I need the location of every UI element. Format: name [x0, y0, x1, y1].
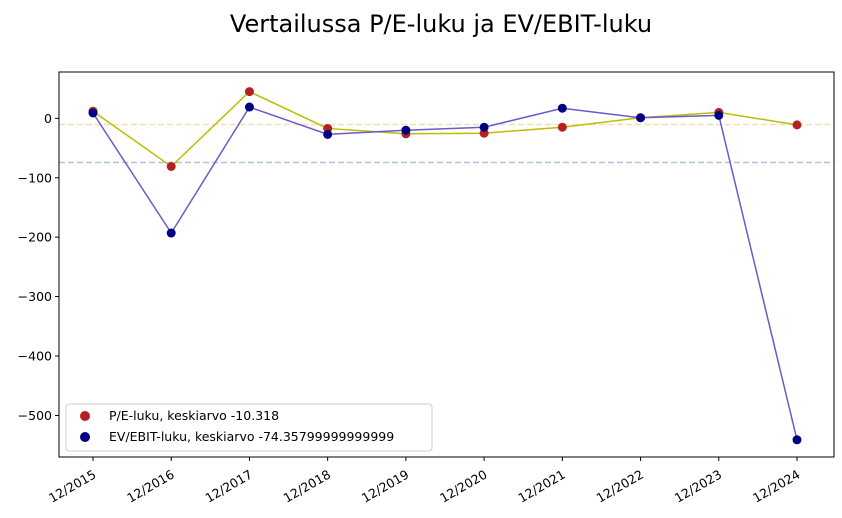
legend-label-pe: P/E-luku, keskiarvo -10.318: [109, 408, 279, 423]
chart-title: Vertailussa P/E-luku ja EV/EBIT-luku: [230, 10, 652, 38]
data-point-0-1: [166, 161, 176, 171]
y-tick-label: −100: [18, 170, 52, 185]
x-tick-label: 12/2015: [46, 467, 98, 506]
x-tick-label: 12/2022: [594, 467, 646, 506]
x-tick-label: 12/2020: [437, 467, 490, 506]
x-tick-label: 12/2021: [515, 467, 567, 506]
data-layer: [59, 87, 834, 445]
data-point-1-5: [479, 122, 489, 132]
legend-marker-ev-ebit: [80, 432, 90, 442]
series-line-0: [92, 90, 798, 168]
data-point-1-0: [88, 108, 98, 118]
y-tick-label: −200: [18, 230, 52, 245]
y-tick-label: −400: [18, 348, 52, 363]
data-point-1-7: [636, 113, 646, 123]
x-tick-label: 12/2018: [281, 467, 334, 506]
legend: P/E-luku, keskiarvo -10.318 EV/EBIT-luku…: [65, 403, 433, 452]
series-line-1: [92, 106, 798, 440]
data-point-1-8: [714, 110, 724, 120]
x-tick-label: 12/2019: [359, 467, 412, 506]
y-tick-label: −500: [18, 408, 52, 423]
legend-box: [65, 403, 433, 452]
x-tick-label: 12/2024: [750, 467, 803, 506]
data-point-0-6: [557, 122, 567, 132]
data-point-1-4: [401, 125, 411, 135]
x-tick-label: 12/2017: [202, 467, 254, 506]
data-point-0-2: [244, 87, 254, 97]
x-tick-label: 12/2016: [124, 467, 177, 506]
legend-label-ev-ebit: EV/EBIT-luku, keskiarvo -74.357999999999…: [109, 429, 394, 444]
data-point-0-9: [792, 120, 802, 130]
axes-frame: [58, 71, 835, 458]
data-point-1-6: [557, 103, 567, 113]
data-point-1-1: [166, 228, 176, 238]
y-tick-label: −300: [18, 289, 52, 304]
legend-marker-pe: [80, 411, 90, 421]
data-point-1-3: [323, 129, 333, 139]
x-tick-label: 12/2023: [672, 467, 724, 506]
data-point-1-2: [244, 102, 254, 112]
data-point-1-9: [792, 435, 802, 445]
y-tick-label: 0: [44, 111, 52, 126]
